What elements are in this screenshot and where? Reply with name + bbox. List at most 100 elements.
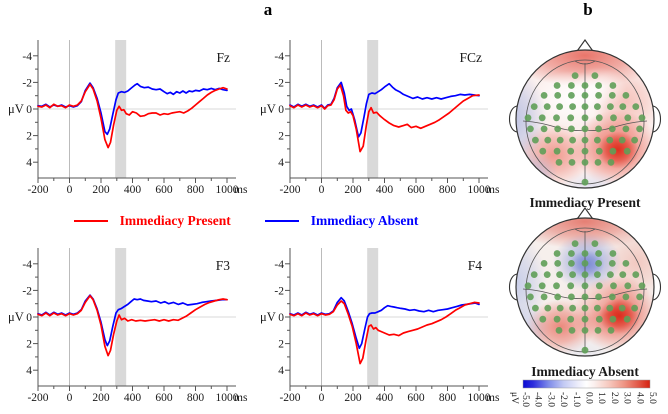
electrode-dot [532,304,539,312]
electrode-dot [622,293,630,301]
electrode-dot [595,315,603,323]
electrode-dot [595,125,602,133]
electrode-dot [638,114,646,122]
x-tick-label: 200 [92,392,110,404]
legend-line-absent-icon [264,219,299,223]
electrode-dot [568,92,575,99]
electrode-dot [610,282,617,290]
x-tick-label: 200 [92,184,110,196]
y-tick-label: 2 [26,131,32,143]
y-tick-label: 4 [278,365,284,377]
electrode-dot [556,304,564,312]
electrode-dot [556,103,563,110]
electrode-dot [568,82,575,89]
electrode-dot [595,293,602,301]
electrode-dot [607,159,615,166]
electrode-dot [567,315,575,323]
y-tick-label: 0 [26,312,32,324]
right-ear-icon [652,273,662,301]
electrode-dot [569,136,576,144]
electrode-dot [581,103,589,110]
electrode-dot [581,147,589,155]
x-tick-label: 400 [376,392,394,404]
waveform-immediacy-absent [289,81,480,138]
electrode-dot [568,250,575,257]
electrode-dot [595,250,602,257]
electrode-dot [594,159,602,166]
electrode-dot [568,159,576,166]
panel-title: Fz [217,50,231,65]
waveform-immediacy-present [37,83,228,149]
erp-panel-fcz: -200 0 200 400 600 800 1000 ms -4 -2 0 2 4 μV FCz [256,36,512,202]
legend-item-present: Immediacy Present [73,213,231,229]
electrode-dot [581,271,589,278]
right-ear-icon [652,105,662,133]
electrode-dot [553,315,561,323]
electrode-dot [555,327,563,334]
electrode-dot [581,178,589,186]
electrode-dot [595,114,603,122]
electrode-dot [623,147,631,155]
x-tick-label: 800 [439,184,457,196]
electrode-dot [607,103,614,110]
panel-title: F4 [468,258,483,273]
electrode-dot [527,293,534,301]
electrode-dot [591,72,599,79]
electrode-dot [636,293,643,301]
y-axis-unit: μV [8,310,24,324]
x-tick-label: -200 [27,392,48,404]
electrode-dot [618,304,626,312]
electrode-dot [622,260,630,267]
electrode-dot [569,271,576,278]
electrode-dot [539,315,547,323]
electrode-dot [530,103,538,110]
electrode-dot [554,92,562,99]
electrode-dot [608,125,616,133]
x-tick-label: 800 [187,392,205,404]
electrode-dot [594,271,601,278]
electrode-dot [524,282,532,290]
electrode-dot [553,147,561,155]
x-tick-label: 800 [187,184,205,196]
colorbar-tick-label: -2.0 [558,392,568,407]
y-tick-label: 2 [26,339,32,351]
x-tick-label: 0 [67,392,73,404]
electrode-dot [538,114,546,122]
y-tick-label: -2 [274,285,284,297]
x-tick-label: 600 [407,184,425,196]
electrode-dot [594,304,601,312]
electrode-dot [591,240,599,248]
electrode-dot [581,282,589,290]
waveform-immediacy-absent [289,296,480,350]
x-tick-label: -200 [279,184,300,196]
y-tick-label: 2 [278,339,284,351]
waveform-immediacy-present [37,294,228,357]
electrode-dot [622,92,630,99]
y-axis-unit: μV [260,102,276,116]
x-tick-label: 600 [155,184,173,196]
electrode-dot [609,250,617,257]
x-axis-unit: ms [486,184,500,196]
electrode-dot [631,304,638,312]
x-tick-label: 800 [439,392,457,404]
electrode-dot [595,147,603,155]
colorbar-unit: μV [509,392,519,404]
x-tick-label: 400 [376,184,394,196]
topomap-absent: Immediacy Absent [508,207,662,379]
topomap-caption: Immediacy Present [529,195,641,210]
electrode-dot [607,271,614,278]
topomap-present: Immediacy Present [508,39,662,210]
waveform-immediacy-present [289,84,480,153]
erp-legend: Immediacy Present Immediacy Absent [0,213,492,229]
electrode-dot [530,271,538,278]
electrode-dot [618,136,626,144]
electrode-dot [538,282,546,290]
colorbar-tick-label: -1.0 [571,392,581,407]
y-tick-label: 4 [26,157,32,169]
electrode-dot [567,282,575,290]
electrode-dot [608,92,616,99]
y-tick-label: 4 [26,365,32,377]
colorbar-tick-label: -5.0 [520,392,530,407]
